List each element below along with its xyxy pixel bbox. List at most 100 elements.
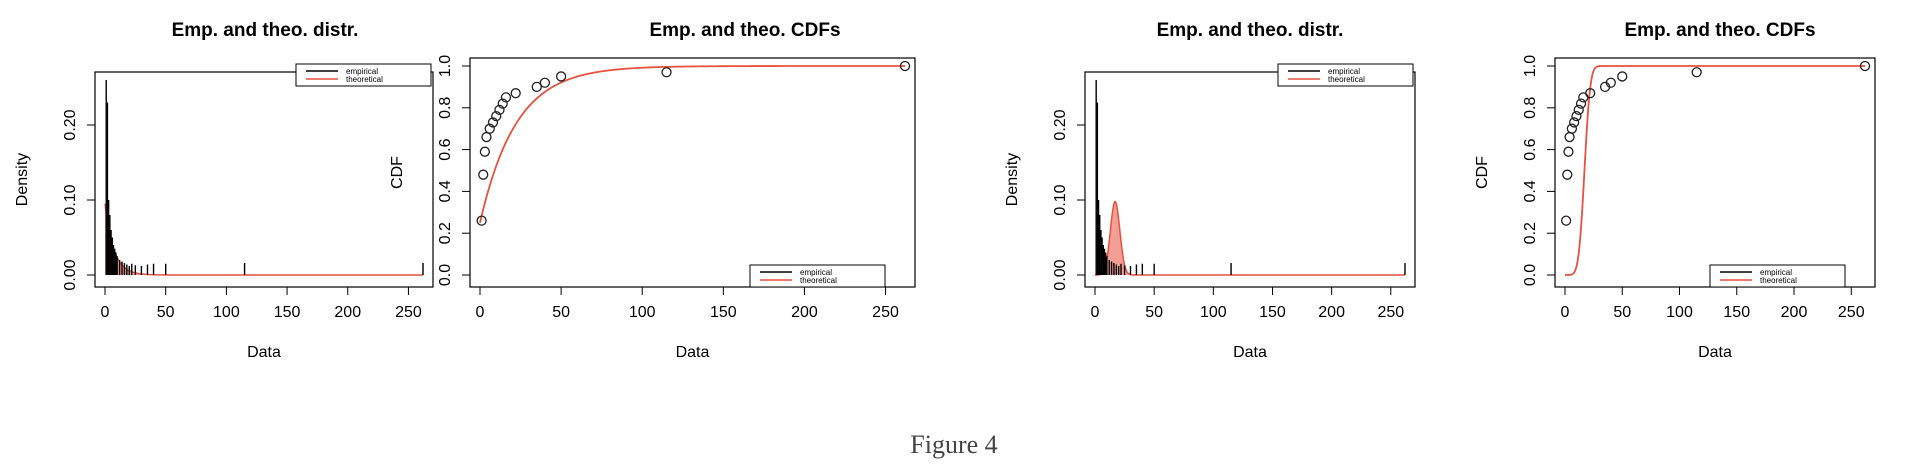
x-tick-label: 0 (1091, 304, 1100, 321)
y-axis-label: Density (1004, 153, 1021, 206)
empirical-cdf-point (1566, 123, 1578, 134)
empirical-cdf-point (1585, 88, 1596, 99)
chart-panel-1: Emp. and theo. distr. 0 50 100 150 200 250 0.00… (14, 20, 434, 361)
x-tick-label: 150 (710, 304, 737, 321)
chart-panel-2: Emp. and theo. CDFs 0 50 100 150 200 250 0.0 0.2… (389, 20, 916, 361)
y-tick-label: 0.8 (437, 97, 454, 119)
x-tick-label: 50 (1145, 304, 1163, 321)
x-tick-label: 100 (629, 304, 656, 321)
legend-label-theoretical: theoretical (346, 75, 383, 84)
x-axis-label: Data (1233, 344, 1267, 361)
y-axis-label: Density (14, 153, 31, 206)
legend-label-theoretical: theoretical (1328, 75, 1365, 84)
legend-label-theoretical: theoretical (800, 276, 837, 285)
x-tick-label: 200 (334, 304, 361, 321)
x-tick-label: 150 (1723, 304, 1750, 321)
x-axis-label: Data (676, 344, 710, 361)
x-tick-label: 50 (552, 304, 570, 321)
theoretical-density-curve (1094, 200, 1405, 276)
empirical-cdf-point (1573, 104, 1584, 116)
y-tick-label: 0.20 (1052, 109, 1069, 140)
theoretical-density-area (1095, 201, 1405, 275)
empirical-cdf-point (555, 71, 567, 82)
empirical-cdf-point (484, 123, 495, 134)
x-tick-label: 100 (1666, 304, 1693, 321)
x-tick-label: 50 (1613, 304, 1631, 321)
theoretical-density-curve (104, 203, 423, 276)
y-tick-label: 1.0 (437, 55, 454, 77)
empirical-cdf-point (1605, 77, 1616, 88)
legend-label-empirical: empirical (1328, 67, 1360, 76)
plot-frame (1084, 71, 1416, 288)
legend-label-empirical: empirical (346, 67, 378, 76)
y-tick-label: 0.0 (1522, 264, 1539, 286)
empirical-cdf-point (899, 60, 911, 72)
x-tick-label: 200 (1781, 304, 1808, 321)
x-tick-label: 250 (1377, 304, 1404, 321)
legend-box (1277, 63, 1414, 87)
y-tick-label: 0.4 (437, 180, 454, 202)
x-tick-label: 250 (395, 304, 422, 321)
legend-box (749, 264, 886, 288)
legend-label-theoretical: theoretical (1760, 276, 1797, 285)
y-axis-label: CDF (1474, 156, 1491, 189)
empirical-cdf-point (661, 67, 672, 78)
y-axis-label: CDF (389, 156, 406, 189)
y-tick-label: 0.20 (62, 109, 79, 140)
y-tick-label: 0.8 (1522, 97, 1539, 119)
plot-frame (94, 71, 434, 288)
empirical-cdf-point (1575, 98, 1587, 109)
x-tick-label: 250 (872, 304, 899, 321)
y-tick-label: 0.0 (437, 264, 454, 286)
empirical-cdf-point (1564, 131, 1575, 143)
x-tick-label: 0 (476, 304, 485, 321)
chart-title: Emp. and theo. CDFs (1624, 20, 1815, 41)
x-tick-label: 200 (1318, 304, 1345, 321)
empirical-cdf-point (539, 77, 551, 88)
legend-label-empirical: empirical (1760, 268, 1792, 277)
empirical-cdf-point (1562, 169, 1573, 180)
chart-title: Emp. and theo. CDFs (649, 20, 840, 41)
theoretical-density-area (105, 203, 423, 275)
empirical-cdf-point (481, 131, 492, 143)
plot-frame (469, 57, 916, 288)
empirical-cdf-point (1617, 71, 1628, 82)
legend-box (295, 63, 432, 87)
empirical-cdf-point (1691, 67, 1702, 78)
y-tick-label: 1.0 (1522, 55, 1539, 77)
x-tick-label: 150 (274, 304, 301, 321)
empirical-cdf-point (476, 215, 487, 226)
plot-frame (1554, 57, 1876, 288)
y-tick-label: 0.10 (62, 184, 79, 215)
empirical-cdf-point (478, 169, 489, 180)
x-tick-label: 100 (213, 304, 240, 321)
y-tick-label: 0.2 (1522, 222, 1539, 244)
chart-title: Emp. and theo. distr. (172, 20, 359, 41)
y-tick-label: 0.6 (1522, 138, 1539, 160)
empirical-cdf-point (510, 88, 521, 99)
empirical-cdf-point (1571, 111, 1582, 122)
theoretical-cdf-curve (479, 65, 905, 223)
empirical-cdf-point (500, 92, 512, 103)
empirical-cdf-point (487, 117, 499, 128)
x-axis-label: Data (1698, 344, 1732, 361)
chart-panel-4: Emp. and theo. CDFs 0 50 100 150 200 250 0.0 0.2… (1474, 20, 1876, 361)
empirical-cdf-point (1859, 60, 1871, 72)
empirical-cdf-point (1569, 117, 1580, 128)
empirical-cdf-point (479, 146, 491, 157)
y-tick-label: 0.2 (437, 222, 454, 244)
empirical-cdf-point (491, 111, 502, 122)
y-tick-label: 0.00 (62, 259, 79, 290)
legend-box (1709, 264, 1846, 288)
x-axis-label: Data (247, 344, 281, 361)
y-tick-label: 0.6 (437, 138, 454, 160)
x-tick-label: 100 (1200, 304, 1227, 321)
legend-label-empirical: empirical (800, 268, 832, 277)
theoretical-cdf-curve (1564, 65, 1865, 276)
empirical-cdf-point (494, 104, 505, 116)
chart-title: Emp. and theo. distr. (1157, 20, 1344, 41)
x-tick-label: 200 (791, 304, 818, 321)
